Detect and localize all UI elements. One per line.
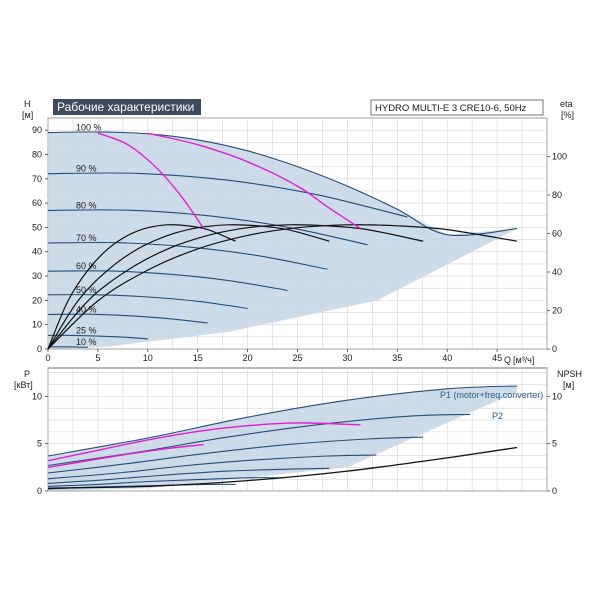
y-tick-label: 80 xyxy=(32,149,42,159)
y-tick-label: 30 xyxy=(32,271,42,281)
head-axis-unit: [м] xyxy=(22,110,33,120)
power-tick-label: 0 xyxy=(37,486,42,496)
npsh-tick-label: 0 xyxy=(552,486,557,496)
y-tick-label: 70 xyxy=(32,174,42,184)
power-curve xyxy=(47,467,330,484)
highlight-head-curve xyxy=(97,132,205,230)
speed-label: 40 % xyxy=(76,304,97,314)
speed-label: 90 % xyxy=(76,164,97,174)
head-curve xyxy=(47,209,368,246)
efficiency-curve xyxy=(47,224,330,350)
y-tick-label: 20 xyxy=(32,295,42,305)
head-curve xyxy=(47,241,328,270)
x-tick-label: 10 xyxy=(143,353,153,363)
pump-model-box xyxy=(370,99,544,116)
power-curve xyxy=(47,385,518,457)
efficiency-curve xyxy=(47,224,424,350)
y-tick-label: 90 xyxy=(32,125,42,135)
head-curve xyxy=(47,334,148,340)
power-curve xyxy=(47,477,283,487)
npsh-tick-label: 10 xyxy=(552,391,562,401)
power-tick-label: 10 xyxy=(32,391,42,401)
eta-axis-unit: [%] xyxy=(561,110,574,120)
p1-label: P1 (motor+freq.converter) xyxy=(440,390,543,400)
tick-labels: 0 5 10 15 20 25 30 35 40 450102030405060708090020… xyxy=(32,125,567,496)
y-tick-label: 40 xyxy=(32,247,42,257)
flow-axis-unit: [м³/ч] xyxy=(513,355,534,365)
speed-label: 10 % xyxy=(76,337,97,347)
speed-label: 100 % xyxy=(76,123,102,133)
speed-label: 60 % xyxy=(76,261,97,271)
head-curve xyxy=(47,294,248,309)
x-tick-label: 25 xyxy=(292,353,302,363)
eta-tick-label: 0 xyxy=(552,344,557,354)
head-curve xyxy=(47,131,518,236)
head-curve xyxy=(48,346,88,348)
eta-axis-label: eta xyxy=(560,99,573,109)
y-tick-label: 0 xyxy=(37,344,42,354)
x-tick-label: 40 xyxy=(442,353,452,363)
x-tick-label: 20 xyxy=(243,353,253,363)
efficiency-curve xyxy=(47,224,236,350)
npsh-curve xyxy=(47,446,518,489)
y-tick-label: 60 xyxy=(32,198,42,208)
operating-regions xyxy=(48,131,518,491)
head-curve xyxy=(47,313,208,324)
x-tick-label: 0 xyxy=(45,353,50,363)
speed-labels: 100 % 90 % 80 % 70 % 60 % 50 % 40 % 25 % 10 % xyxy=(76,123,102,347)
power-operating-region xyxy=(48,386,518,491)
performance-curves xyxy=(47,131,518,490)
eta-tick-label: 100 xyxy=(552,152,567,162)
p2-label: P2 xyxy=(492,411,503,421)
x-tick-label: 45 xyxy=(492,353,502,363)
eta-tick-label: 80 xyxy=(552,190,562,200)
efficiency-curve xyxy=(47,224,518,350)
highlight-head-curve xyxy=(147,132,361,230)
chart-title-box xyxy=(53,99,201,115)
highlight-power-curve xyxy=(47,422,361,462)
y-tick-label: 10 xyxy=(32,320,42,330)
power-curve xyxy=(47,436,424,474)
eta-tick-label: 20 xyxy=(552,306,562,316)
speed-label: 25 % xyxy=(76,325,97,335)
power-axis-label: P xyxy=(24,369,30,379)
npsh-axis-label: NPSH xyxy=(557,369,582,379)
speed-label: 50 % xyxy=(76,285,97,295)
x-tick-label: 5 xyxy=(95,353,100,363)
eta-tick-label: 40 xyxy=(552,267,562,277)
npsh-tick-label: 5 xyxy=(552,439,557,449)
speed-label: 80 % xyxy=(76,200,97,210)
highlight-power-curve xyxy=(47,443,204,468)
head-curve xyxy=(47,172,408,218)
speed-label: 70 % xyxy=(76,233,97,243)
power-axis-unit: [кВт] xyxy=(14,380,33,390)
head-operating-region xyxy=(48,131,518,349)
head-curve xyxy=(47,270,288,291)
npsh-axis-unit: [м] xyxy=(563,380,574,390)
x-tick-label: 15 xyxy=(193,353,203,363)
chart-title: Рабочие характеристики xyxy=(57,100,194,114)
y-tick-label: 50 xyxy=(32,222,42,232)
pump-model: HYDRO MULTI-E 3 CRE10-6, 50Hz xyxy=(375,103,527,114)
head-axis-label: H xyxy=(24,99,31,109)
eta-tick-label: 60 xyxy=(552,229,562,239)
x-tick-label: 35 xyxy=(392,353,402,363)
power-curve xyxy=(47,454,377,480)
flow-axis-label: Q xyxy=(504,355,511,365)
power-tick-label: 5 xyxy=(37,439,42,449)
x-tick-label: 30 xyxy=(342,353,352,363)
